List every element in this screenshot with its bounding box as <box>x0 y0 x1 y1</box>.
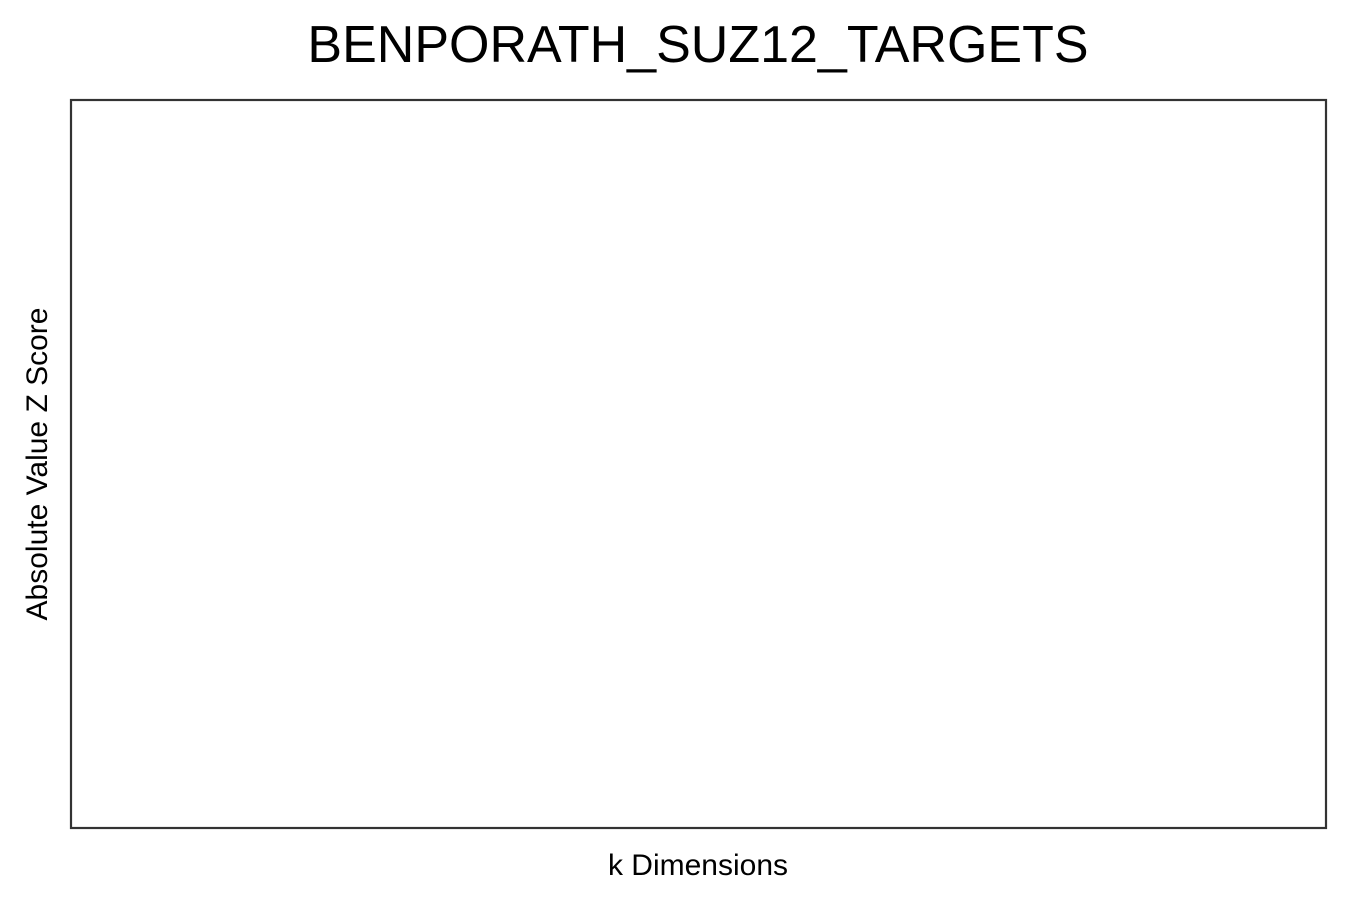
x-axis-label: k Dimensions <box>608 849 788 882</box>
chart-title: BENPORATH_SUZ12_TARGETS <box>307 16 1088 74</box>
plot-area <box>69 98 1328 830</box>
y-axis-label: Absolute Value Z Score <box>21 308 54 621</box>
